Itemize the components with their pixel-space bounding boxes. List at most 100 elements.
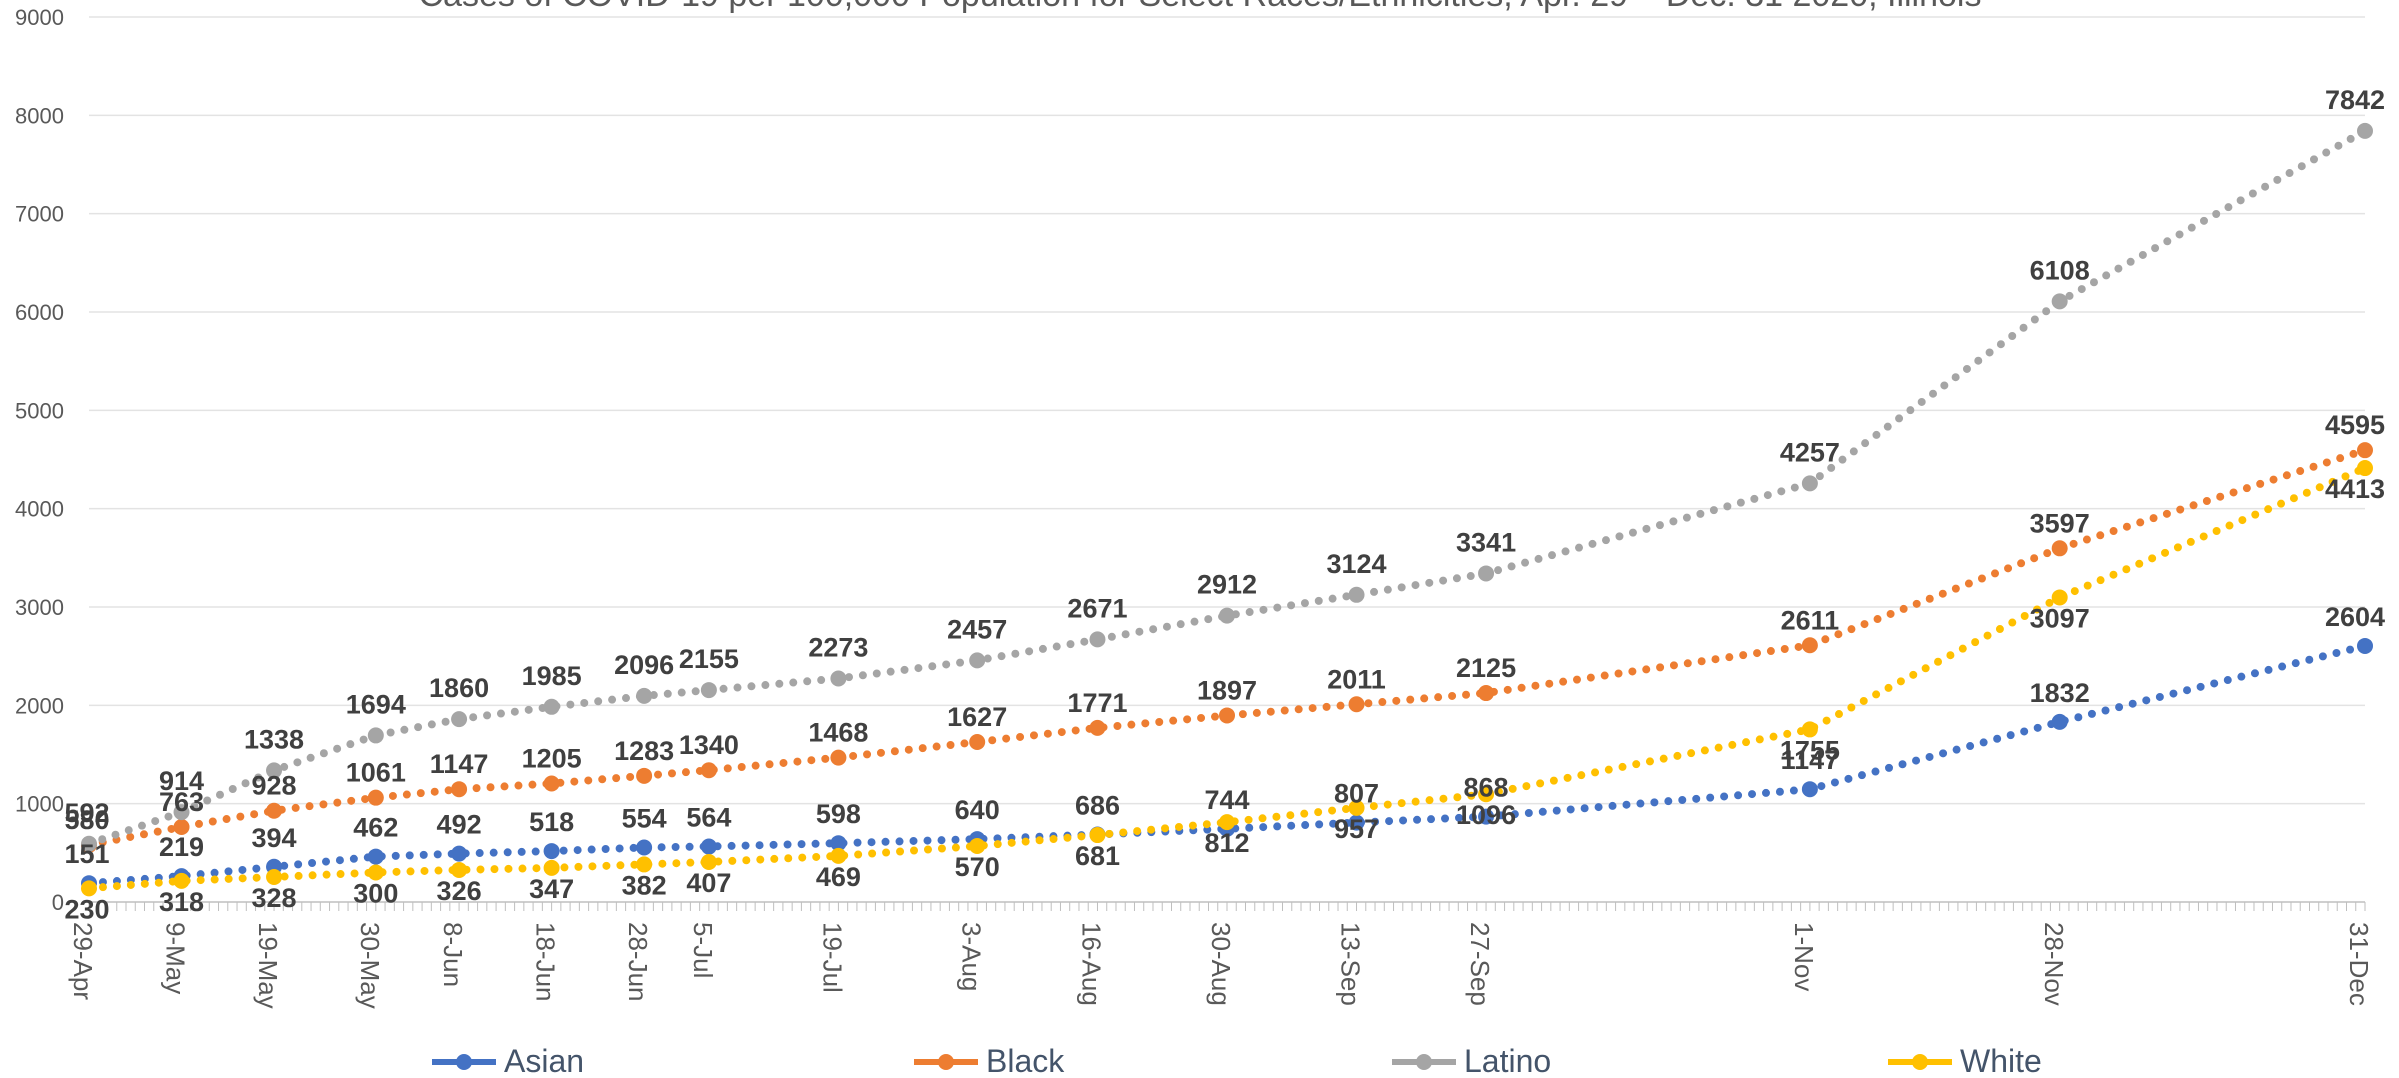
x-tick-label: 8-Jun [438,922,468,987]
data-point-latino [1089,631,1106,648]
data-label-asian: 492 [437,810,482,840]
legend-marker-black [938,1054,954,1070]
data-label-asian: 868 [1464,773,1509,803]
data-labels-layer: 151 219 394 462 492 518 554 564 598 640 686 744 807 8… [64,85,2385,924]
data-point-latino [173,804,190,821]
data-point-asian [451,845,468,862]
data-label-white: 681 [1075,841,1120,871]
data-label-latino: 3341 [1456,527,1516,557]
data-point-white [969,837,986,854]
x-tick-label: 28-Jun [623,922,653,1002]
data-point-black [451,781,468,798]
x-axis: 29-Apr 9-May 19-May 30-May 8-Jun 18-Jun 28-Jun… [68,901,2374,1009]
data-label-black: 763 [159,787,204,817]
data-point-asian [1348,814,1365,831]
data-label-latino: 1860 [429,673,489,703]
data-point-white [1348,799,1365,816]
data-label-white: 957 [1334,814,1379,844]
data-label-white: 300 [353,879,398,909]
data-point-black [700,762,717,779]
series-white [81,460,2373,897]
data-label-white: 382 [622,870,667,900]
data-label-asian: 640 [955,795,1000,825]
data-label-latino: 6108 [2030,255,2090,285]
data-point-white [1219,814,1235,831]
data-point-black [367,789,384,806]
x-tick-label: 18-Jun [531,922,561,1002]
data-label-black: 928 [252,771,297,801]
data-point-black [636,767,653,784]
data-point-black [969,734,986,751]
data-point-black [1348,696,1365,713]
legend-item-black: Black [914,1043,1065,1078]
data-point-latino [636,687,653,704]
data-label-latino: 1694 [346,689,406,719]
data-point-white [1478,786,1495,803]
data-point-white [367,864,384,881]
data-label-latino: 2096 [614,650,674,680]
data-label-white: 4413 [2325,474,2385,504]
data-point-black [1089,719,1106,736]
data-point-black [543,775,560,792]
gridlines [89,16,2365,805]
data-point-white [2357,460,2373,477]
data-point-asian [367,848,384,865]
data-point-white [1801,721,1818,738]
data-point-asian [2051,713,2068,730]
chart-title: Cases of COVID-19 per 100,000 Population… [419,0,1982,14]
data-point-white [451,861,468,878]
data-label-white: 3097 [2030,603,2090,633]
data-label-latino: 2912 [1197,570,1257,600]
data-label-latino: 2457 [947,614,1007,644]
data-label-black: 1205 [522,744,582,774]
data-point-latino [543,698,560,715]
legend-label-black: Black [986,1043,1065,1078]
x-tick-label: 9-May [161,922,191,994]
y-axis: 0 1000 2000 3000 4000 5000 6000 7000 8000 9000 [15,5,64,915]
x-tick-label: 29-Apr [68,922,98,1000]
legend-item-latino: Latino [1392,1043,1551,1078]
data-label-black: 1468 [808,718,868,748]
series-line-asian [85,641,2369,888]
data-label-white: 407 [686,868,731,898]
data-point-black [1219,707,1235,724]
series-line-latino [85,126,2369,848]
y-tick-label: 6000 [15,300,64,325]
x-tick-label: 13-Sep [1336,922,1366,1006]
data-point-latino [1348,586,1365,603]
data-label-black: 2611 [1781,605,1840,635]
data-point-latino [830,670,847,687]
y-tick-label: 0 [52,890,64,915]
data-label-black: 1147 [430,749,489,779]
data-point-asian [700,838,717,855]
y-tick-label: 2000 [15,693,64,718]
data-label-asian: 686 [1075,791,1120,821]
data-point-black [173,818,190,835]
data-point-white [700,853,717,870]
data-label-white: 347 [529,874,574,904]
data-label-black: 1627 [947,702,1007,732]
data-label-asian: 518 [529,807,574,837]
data-point-black [1801,637,1818,654]
data-point-white [2051,589,2068,606]
data-point-black [1478,685,1495,702]
x-tick-label: 19-May [253,922,283,1009]
data-point-black [830,749,847,766]
data-label-asian: 554 [622,804,667,834]
data-label-asian: 1832 [2030,678,2090,708]
legend-label-white: White [1960,1043,2042,1078]
data-label-white: 230 [64,894,109,924]
data-label-white: 1755 [1780,735,1840,765]
data-label-black: 1897 [1197,675,1257,705]
y-tick-label: 5000 [15,398,64,423]
data-label-white: 318 [159,887,204,917]
data-point-asian [543,843,560,860]
data-label-asian: 394 [252,823,297,853]
series-latino [81,122,2373,852]
data-label-asian: 807 [1334,779,1379,809]
series-layer [81,122,2373,897]
data-point-asian [2357,637,2373,654]
x-tick-label: 28-Nov [2039,922,2069,1006]
data-point-black [2051,540,2068,557]
